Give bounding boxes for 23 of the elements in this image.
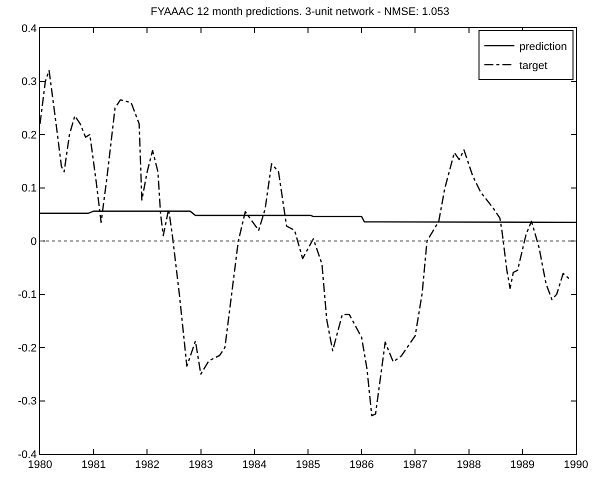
- y-tick-label: -0.4: [18, 448, 37, 461]
- y-tick-label: 0: [30, 236, 37, 248]
- legend-label: prediction: [519, 40, 568, 53]
- chart-title: FYAAAC 12 month predictions. 3-unit network - NMSE: 1.053: [150, 6, 450, 18]
- y-tick-label: 0.3: [22, 76, 37, 88]
- y-tick-label: -0.2: [18, 342, 37, 354]
- y-tick-label: 0.1: [22, 182, 37, 195]
- y-tick-label: 0.2: [22, 129, 37, 142]
- legend-label: target: [519, 60, 548, 72]
- x-tick-label: 1989: [510, 459, 535, 472]
- x-tick-label: 1988: [456, 459, 482, 472]
- x-tick-label: 1981: [81, 459, 106, 472]
- x-tick-label: 1986: [349, 459, 374, 472]
- y-tick-label: -0.1: [18, 289, 37, 302]
- x-tick-label: 1983: [188, 459, 214, 472]
- x-tick-label: 1990: [564, 459, 588, 472]
- x-tick-label: 1980: [28, 459, 52, 472]
- x-tick-label: 1987: [402, 459, 428, 472]
- x-tick-label: 1984: [242, 459, 267, 472]
- x-tick-label: 1982: [134, 459, 160, 472]
- x-tick-label: 1985: [296, 459, 320, 472]
- y-tick-label: 0.4: [22, 22, 37, 35]
- y-tick-label: -0.3: [18, 396, 37, 408]
